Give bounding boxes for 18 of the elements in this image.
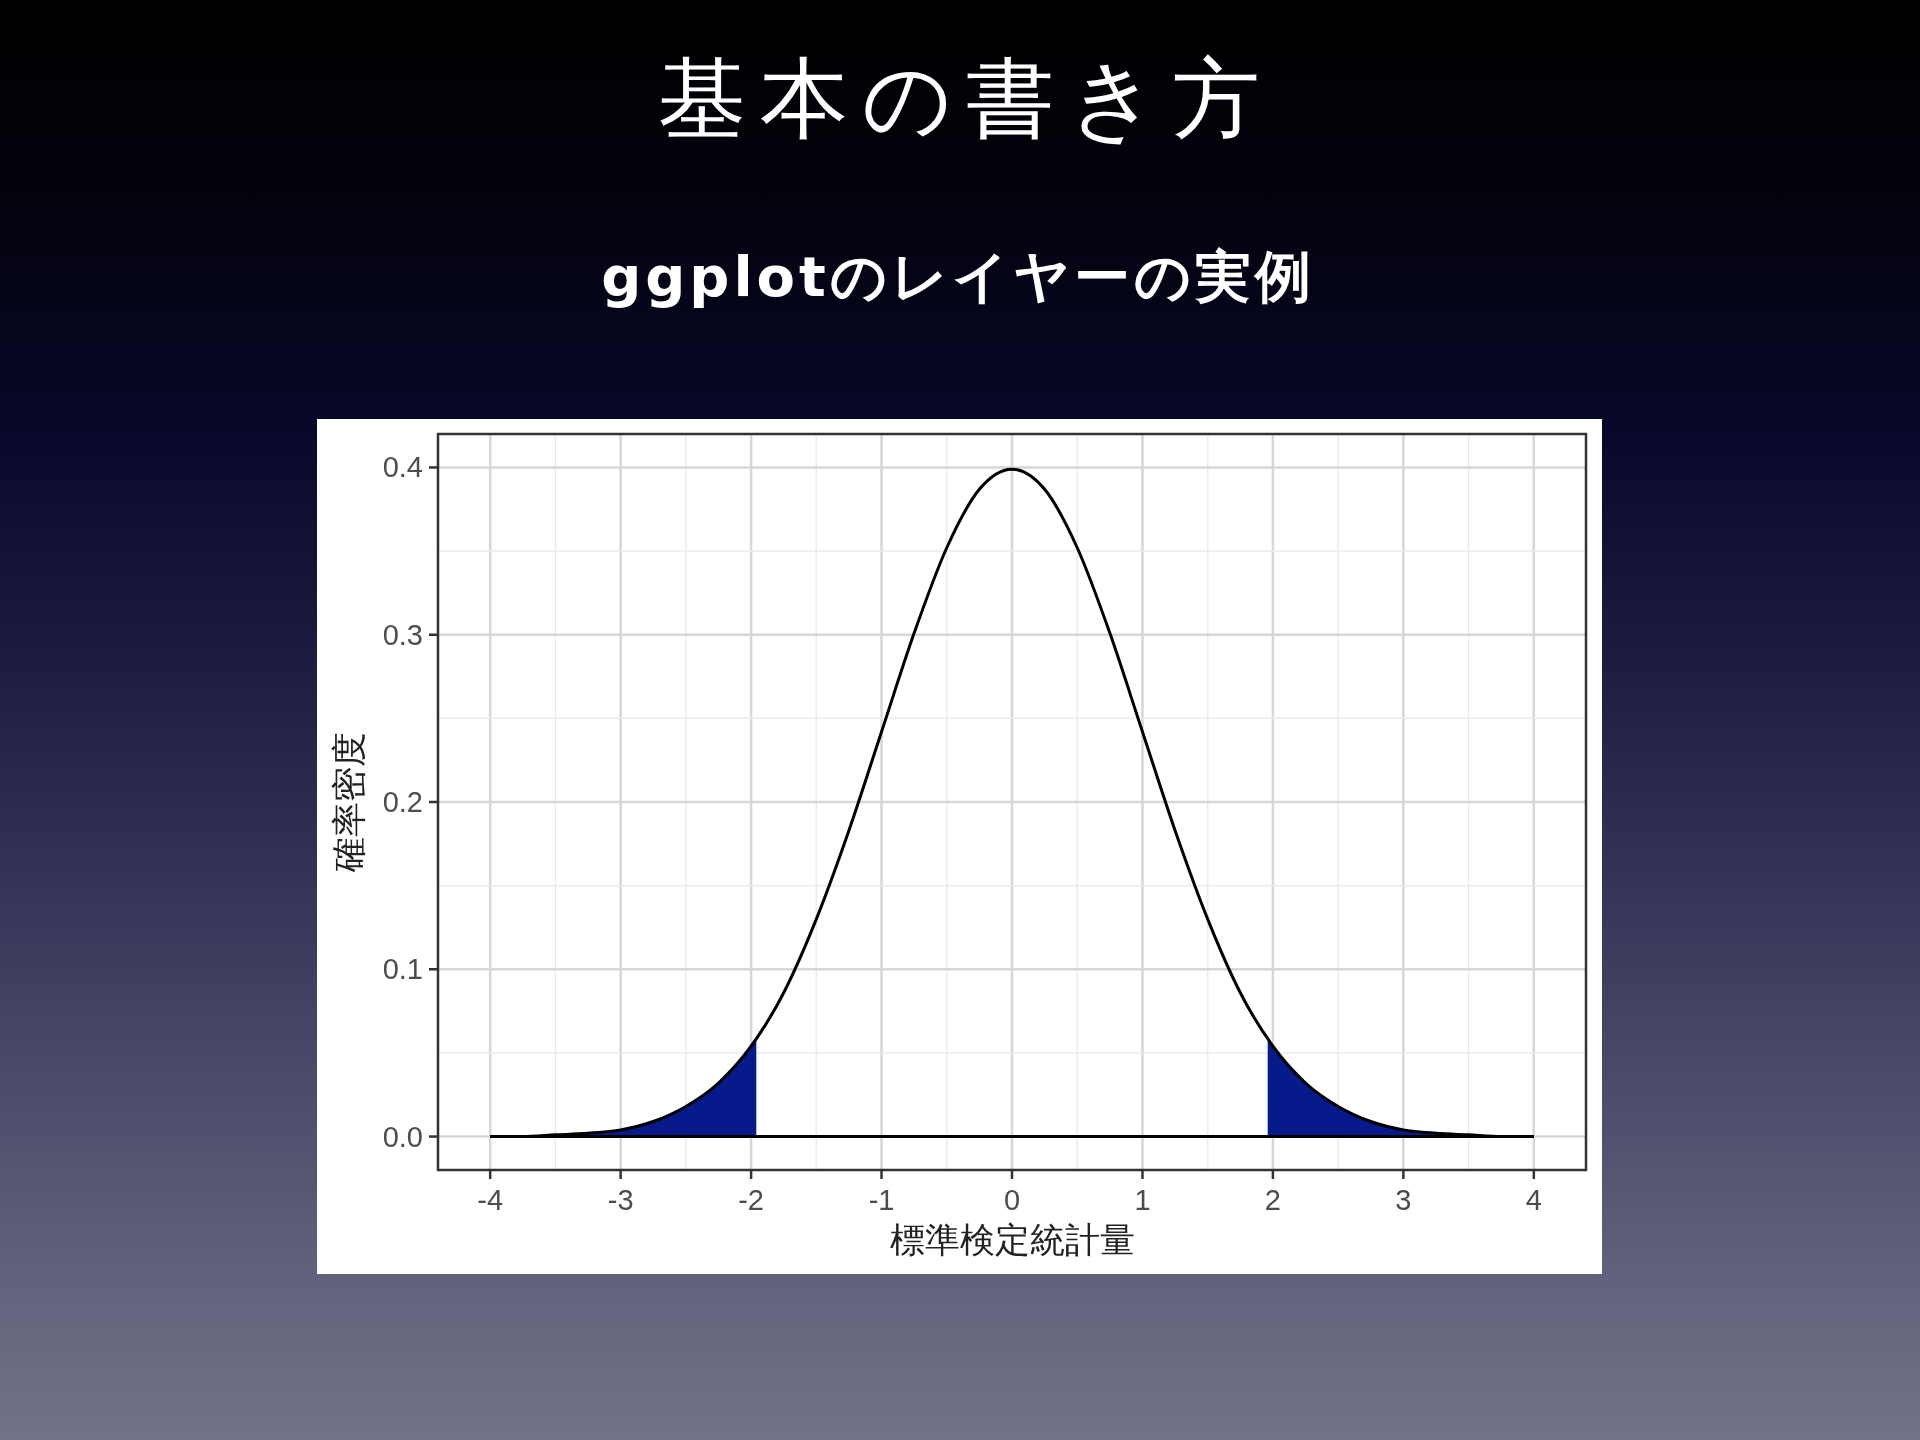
subtitle: ggplotのレイヤーの実例 [601,243,1315,309]
title: 基本の書き方 [658,46,1274,150]
xlabel: 標準検定統計量 [889,1220,1135,1260]
y-tick-label: 0.1 [382,953,423,986]
x-tick-label: -4 [477,1184,504,1216]
ylabel: 確率密度 [329,732,369,872]
y-tick-label: 0.3 [382,618,423,651]
y-tick-label: 0.0 [382,1120,423,1153]
x-tick-label: 4 [1525,1184,1542,1216]
x-tick-label: -3 [607,1184,634,1216]
x-tick-label: 3 [1395,1184,1412,1216]
y-tick-label: 0.4 [382,451,423,484]
x-tick-label: -1 [868,1184,895,1216]
x-tick-label: 1 [1134,1184,1151,1216]
x-tick-label: 0 [1003,1184,1021,1216]
x-tick-label: -2 [738,1184,764,1216]
y-tick-label: 0.2 [382,786,423,818]
x-tick-label: 2 [1264,1184,1281,1216]
